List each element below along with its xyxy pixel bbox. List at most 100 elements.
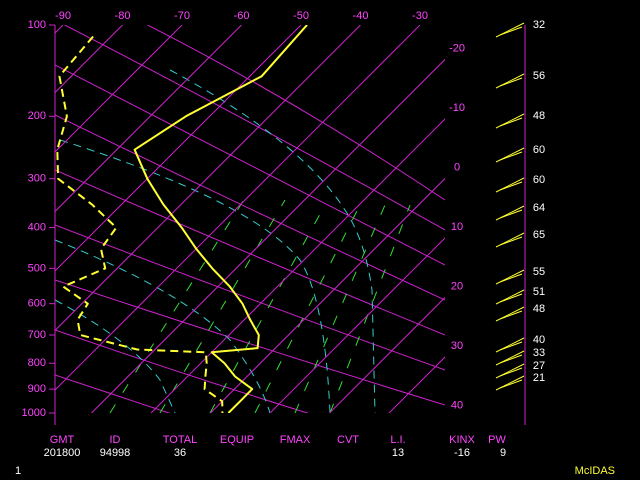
y-tick-label: 900 xyxy=(28,383,46,395)
y-tick-label: 600 xyxy=(28,298,46,310)
table-header: FMAX xyxy=(280,434,311,446)
x-tick-label-right: 20 xyxy=(451,280,463,292)
y-tick-label: 100 xyxy=(28,19,46,31)
wind-barb-flag xyxy=(499,236,523,246)
wind-speed-label: 60 xyxy=(533,174,545,186)
x-tick-label-top: -50 xyxy=(293,10,309,22)
wind-speed-label: 32 xyxy=(533,19,545,31)
wind-barb-flag xyxy=(499,379,523,389)
x-tick-label-right: 0 xyxy=(454,161,460,173)
wind-speed-label: 56 xyxy=(533,70,545,82)
table-value: 13 xyxy=(392,447,404,459)
y-tick-label: 200 xyxy=(28,110,46,122)
dry-adiabat xyxy=(63,25,445,231)
dry-adiabat xyxy=(55,224,445,371)
x-tick-label-right: 10 xyxy=(451,221,463,233)
mixing-ratio-line xyxy=(254,204,361,413)
table-header: EQUIP xyxy=(220,434,254,446)
x-tick-label-top: -80 xyxy=(115,10,131,22)
table-header: GMT xyxy=(50,434,75,446)
x-tick-label-right: 40 xyxy=(451,399,463,411)
wind-barb-flag xyxy=(499,77,523,87)
isotherm xyxy=(55,25,361,332)
table-header: TOTAL xyxy=(163,434,197,446)
wind-barb-flag xyxy=(499,181,523,191)
wind-speed-label: 60 xyxy=(533,144,545,156)
table-header: KINX xyxy=(449,434,475,446)
dry-adiabat xyxy=(55,64,445,266)
wind-barb-flag xyxy=(499,273,523,283)
dry-adiabats xyxy=(55,25,445,413)
isotherm xyxy=(329,296,445,413)
brand: McIDAS xyxy=(575,465,615,477)
wind-speed-label: 48 xyxy=(533,110,545,122)
isotherm xyxy=(150,118,445,413)
y-tick-label: 300 xyxy=(28,173,46,185)
wind-speed-label: 65 xyxy=(533,229,545,241)
table-value: 94998 xyxy=(100,447,131,459)
dry-adiabat xyxy=(55,114,445,301)
wind-barb-flag xyxy=(499,367,523,377)
wind-barb-flag xyxy=(499,26,523,36)
wind-speed-label: 40 xyxy=(533,334,545,346)
y-tick-label: 1000 xyxy=(22,407,46,419)
isotherm xyxy=(55,25,123,94)
isotherm xyxy=(55,25,242,213)
isotherm xyxy=(55,25,421,391)
wind-speed-label: 33 xyxy=(533,347,545,359)
y-tick-label: 800 xyxy=(28,357,46,369)
y-tick-label: 400 xyxy=(28,221,46,233)
mixing-ratio-line xyxy=(109,189,251,413)
mixing-ratio-line xyxy=(159,199,286,413)
wind-speed-label: 64 xyxy=(533,202,545,214)
wind-speed-label: 48 xyxy=(533,303,545,315)
y-tick-label: 500 xyxy=(28,262,46,274)
x-tick-label-top: -60 xyxy=(234,10,250,22)
table-value: 9 xyxy=(500,447,506,459)
wind-barb-flag xyxy=(499,341,523,351)
mixing-ratio-lines xyxy=(109,189,411,413)
x-tick-label-right: -20 xyxy=(449,42,465,54)
dry-adiabat xyxy=(55,374,171,413)
x-tick-label-top: -70 xyxy=(174,10,190,22)
x-tick-label-right: 30 xyxy=(451,340,463,352)
dewpoint-line xyxy=(56,35,224,413)
isotherm xyxy=(91,58,445,413)
wind-barb-flag xyxy=(499,209,523,219)
dry-adiabat xyxy=(55,279,445,406)
isotherm xyxy=(55,25,183,153)
moist-adiabat xyxy=(169,69,376,413)
wind-barb-flag xyxy=(499,117,523,127)
moist-adiabat xyxy=(55,239,271,413)
isotherm xyxy=(269,237,445,413)
y-tick-label: 700 xyxy=(28,329,46,341)
wind-barb-flag xyxy=(499,310,523,320)
table-header: ID xyxy=(110,434,121,446)
wind-speed-label: 51 xyxy=(533,286,545,298)
wind-speed-label: 21 xyxy=(533,372,545,384)
x-tick-label-top: -30 xyxy=(412,10,428,22)
x-tick-label-right: -10 xyxy=(449,102,465,114)
table-value: 36 xyxy=(174,447,186,459)
x-tick-label-top: -40 xyxy=(353,10,369,22)
table-header: PW xyxy=(488,434,506,446)
wind-barb-flag xyxy=(499,354,523,364)
wind-barb-flag xyxy=(499,293,523,303)
mixing-ratio-line xyxy=(209,204,326,413)
dry-adiabat xyxy=(146,25,445,201)
wind-barb-flag xyxy=(499,151,523,161)
page-number: 1 xyxy=(15,465,21,477)
isotherm xyxy=(210,177,445,413)
table-header: CVT xyxy=(337,434,359,446)
grid xyxy=(55,25,445,413)
moist-adiabat xyxy=(55,299,176,413)
temperature-line xyxy=(133,25,308,413)
dry-adiabat xyxy=(55,169,445,336)
table-header: L.I. xyxy=(390,434,405,446)
wind-speed-label: 55 xyxy=(533,266,545,278)
table-value: -16 xyxy=(454,447,470,459)
table-value: 201800 xyxy=(44,447,81,459)
x-tick-label-top: -90 xyxy=(55,10,71,22)
